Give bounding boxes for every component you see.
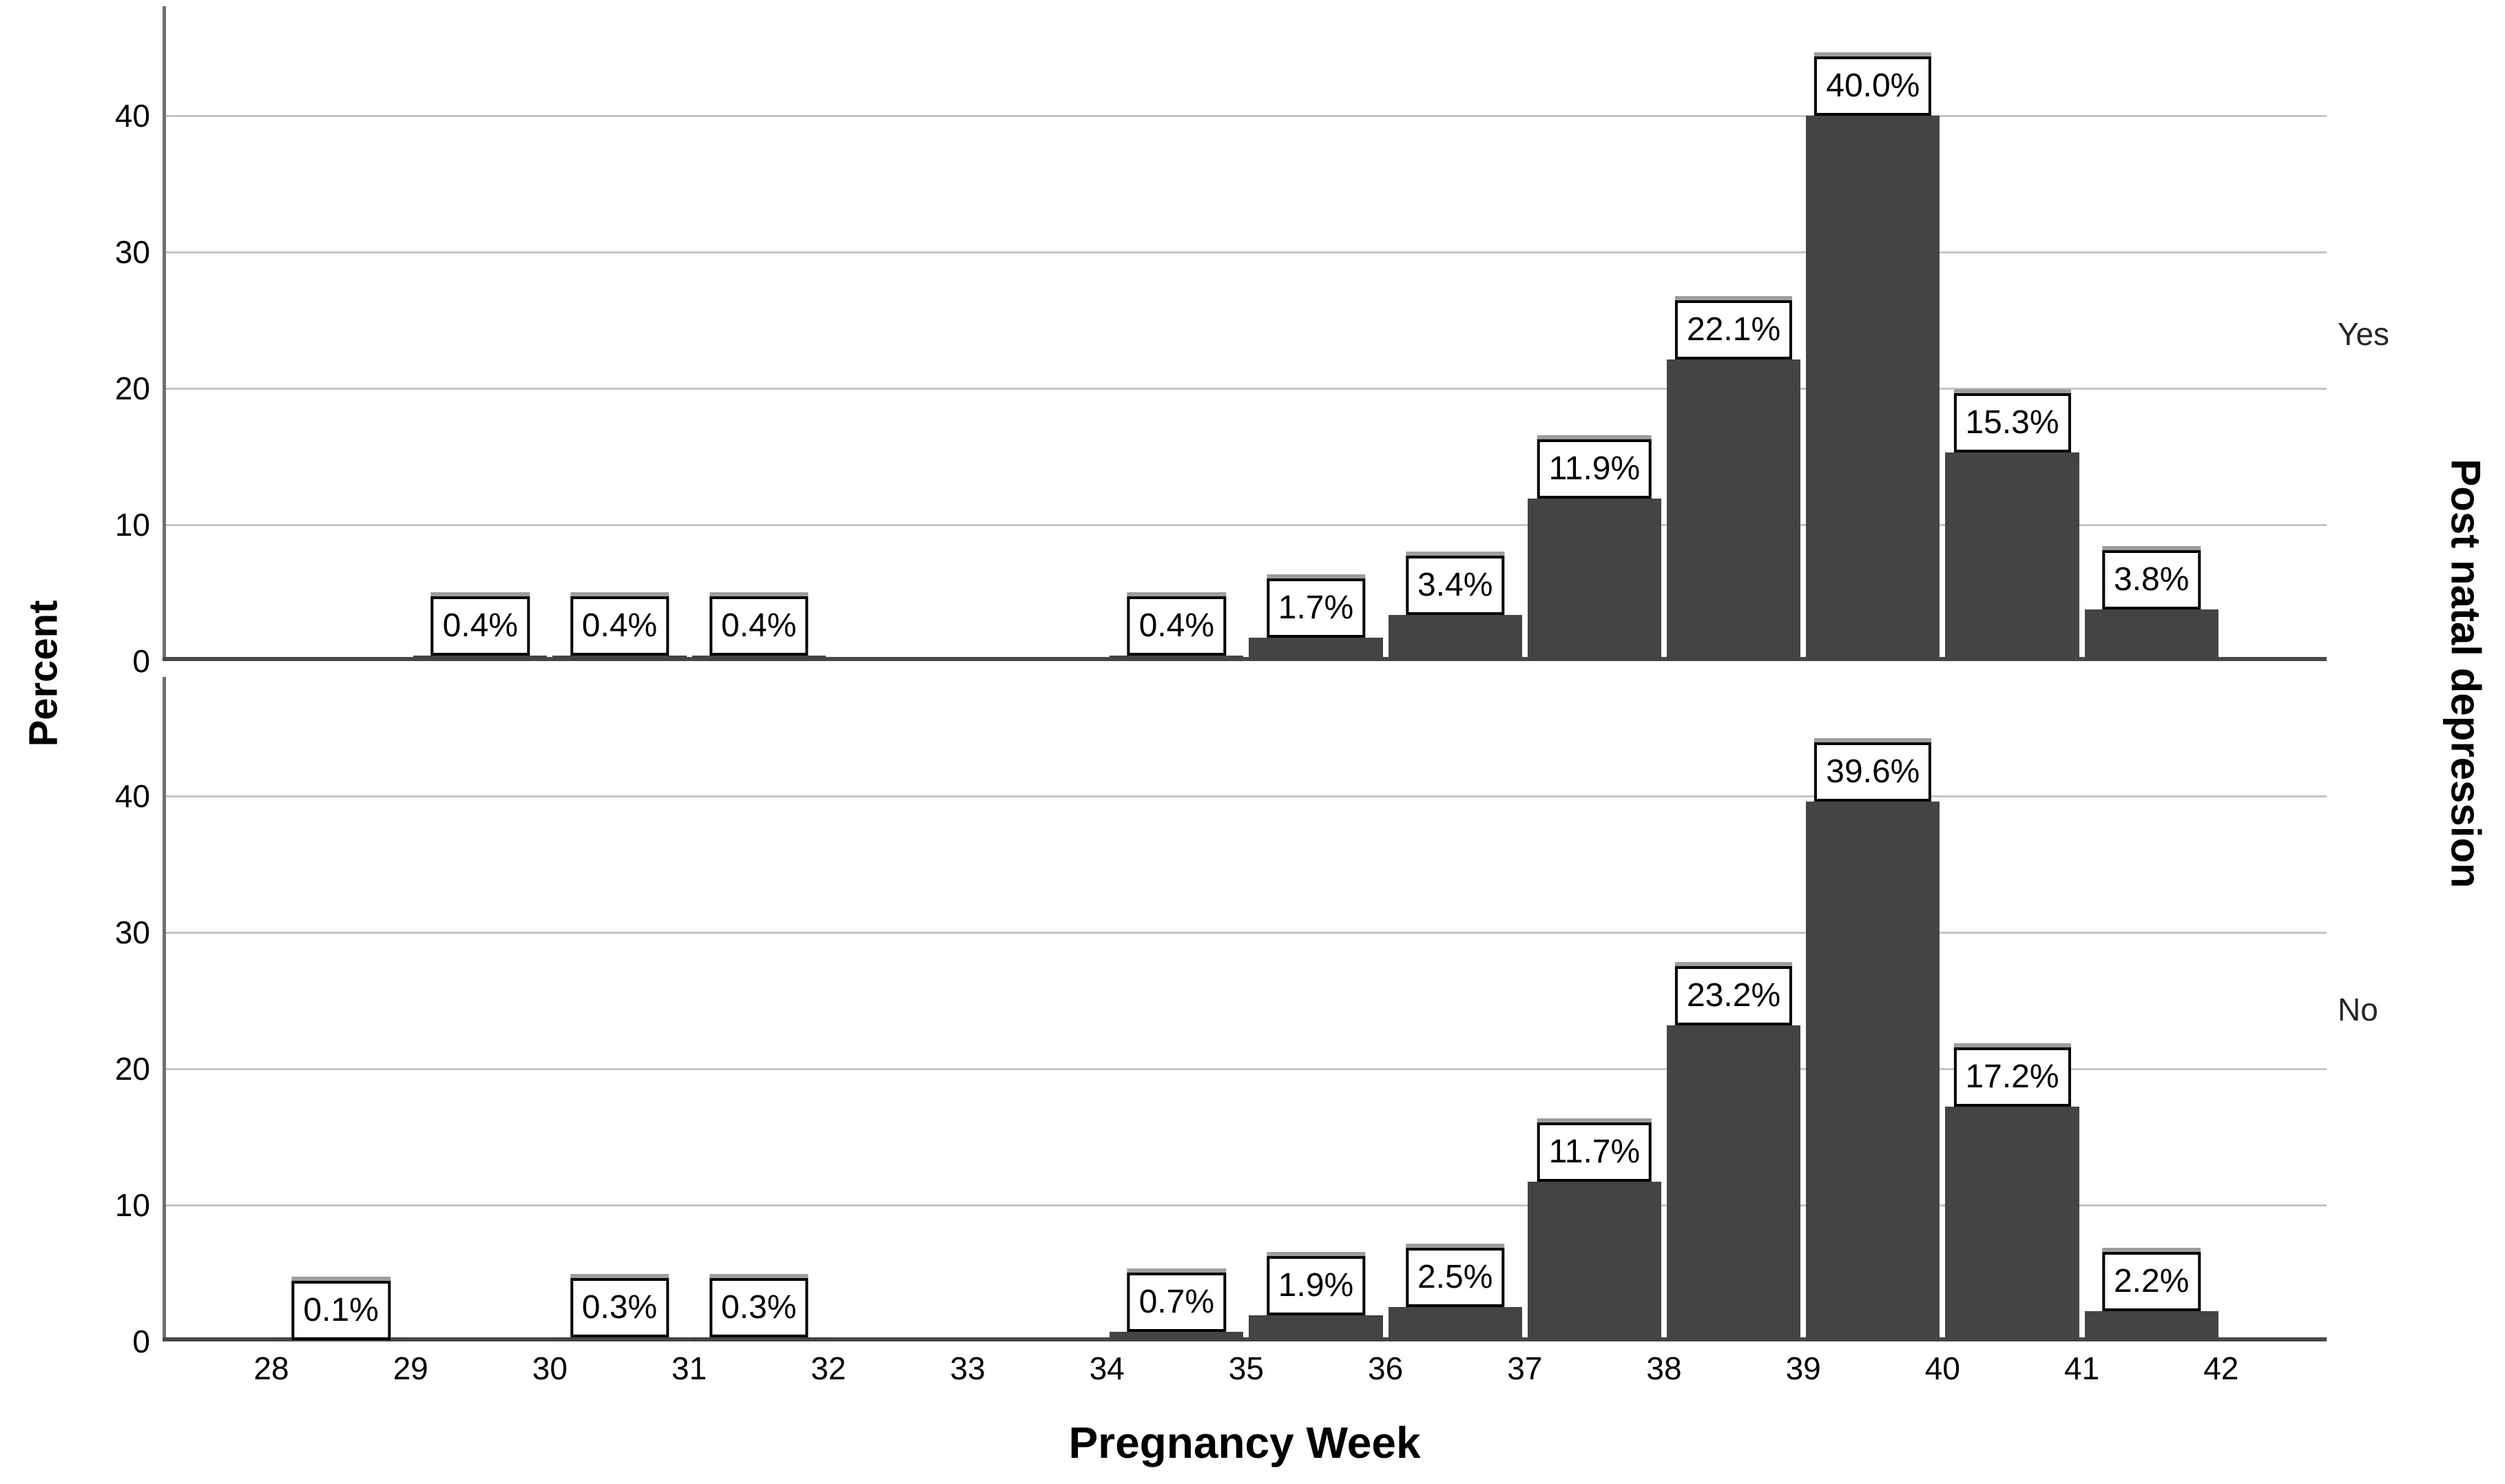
y-gridline [163,1204,2327,1206]
y-gridline [163,115,2327,117]
y-axis-line [163,677,166,1337]
x-tick-label: 29 [393,1350,428,1386]
histogram-bar [1667,1025,1801,1341]
histogram-bar [1249,638,1383,661]
y-gridline [163,388,2327,390]
x-tick-label: 28 [253,1350,289,1386]
y-tick-label: 0 [132,1324,150,1359]
bar-value-label: 0.4% [570,596,669,656]
bar-value-label: 11.7% [1537,1122,1652,1182]
histogram-bar [1945,1107,2079,1341]
x-tick-label: 39 [1785,1350,1821,1386]
panel-label: No [2338,991,2378,1027]
histogram-bar [413,656,548,661]
x-tick-label: 32 [811,1350,846,1386]
y-gridline [163,932,2327,934]
panel-label: Yes [2338,315,2390,352]
x-tick-label: 35 [1228,1350,1264,1386]
bar-value-label: 3.4% [1405,556,1505,615]
histogram-bar [2084,609,2218,661]
bar-value-label: 39.6% [1814,742,1932,802]
y-axis-line [163,6,166,657]
histogram-bar [1806,802,1940,1341]
x-tick-label: 31 [672,1350,707,1386]
x-tick-label: 36 [1368,1350,1404,1386]
histogram-bar [692,1337,826,1341]
x-tick-label: 42 [2203,1350,2239,1386]
x-tick-label: 34 [1089,1350,1125,1386]
x-tick-label: 38 [1646,1350,1682,1386]
y-tick-label: 20 [114,1051,150,1087]
bar-value-label: 11.9% [1537,439,1652,499]
histogram-bar [1249,1315,1383,1341]
y-tick-label: 10 [114,507,150,543]
y-gridline [163,1068,2327,1070]
x-axis-baseline [163,1337,2327,1341]
y-tick-label: 20 [114,370,150,406]
histogram-bar [1110,656,1244,661]
bar-value-label: 0.1% [291,1281,391,1340]
panel-axis-title: Post natal depression [2442,459,2489,888]
histogram-bar [552,1337,687,1341]
bar-value-label: 15.3% [1953,393,2071,452]
bar-value-label: 2.5% [1405,1248,1505,1307]
y-tick-label: 40 [114,778,150,814]
histogram-bar [1110,1332,1244,1341]
x-tick-label: 40 [1924,1350,1960,1386]
bar-value-label: 40.0% [1814,56,1932,116]
histogram-bar [2084,1311,2218,1341]
y-gridline [163,524,2327,526]
histogram-bar [1388,1307,1522,1341]
y-tick-label: 30 [114,234,150,270]
x-axis-baseline [163,657,2327,661]
bar-value-label: 0.3% [570,1278,669,1337]
y-tick-label: 0 [132,643,150,679]
histogram-bar [552,656,687,661]
bar-value-label: 2.2% [2101,1252,2201,1311]
y-tick-label: 10 [114,1187,150,1223]
y-gridline [163,795,2327,797]
bar-value-label: 1.7% [1266,578,1366,638]
histogram-bar [1527,499,1661,661]
y-tick-label: 40 [114,98,150,134]
histogram-bar [274,1340,408,1341]
y-tick-label: 30 [114,915,150,950]
x-tick-label: 30 [532,1350,568,1386]
bar-value-label: 1.9% [1266,1256,1366,1315]
histogram-bar [1527,1182,1661,1341]
bar-value-label: 3.8% [2101,550,2201,609]
bar-value-label: 0.3% [709,1278,809,1337]
histogram-bar [1388,615,1522,661]
bar-value-label: 0.7% [1127,1273,1226,1332]
histogram-bar [1945,452,2079,661]
bar-value-label: 0.4% [1127,596,1226,656]
bar-value-label: 0.4% [430,596,530,656]
bar-value-label: 17.2% [1953,1047,2071,1107]
y-gridline [163,251,2327,253]
histogram-bar [1667,359,1801,661]
bar-value-label: 22.1% [1675,300,1793,359]
histogram-bar [1806,116,1940,661]
x-tick-label: 41 [2064,1350,2100,1386]
x-axis-title: Pregnancy Week [1068,1418,1421,1467]
bar-value-label: 23.2% [1675,966,1793,1025]
bar-value-label: 0.4% [709,596,809,656]
x-tick-label: 37 [1507,1350,1543,1386]
x-tick-label: 33 [950,1350,986,1386]
histogram-bar [692,656,826,661]
